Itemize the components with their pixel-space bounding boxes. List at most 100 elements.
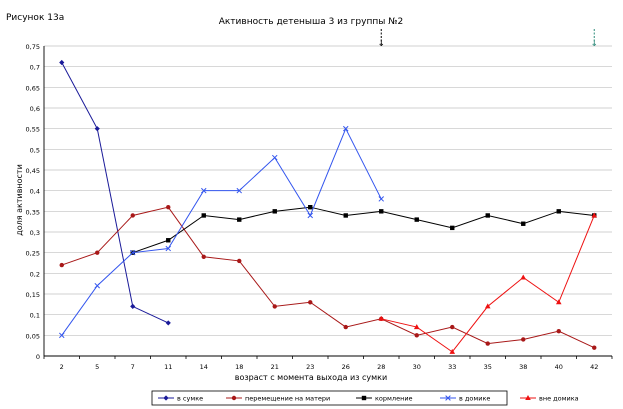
data-point (378, 196, 385, 202)
annotation-arrow-head: ↓ (590, 39, 598, 49)
data-point (201, 254, 206, 259)
data-point (307, 212, 314, 219)
data-point-stroke (58, 332, 65, 339)
data-point (163, 395, 169, 401)
data-point (556, 329, 561, 334)
data-point (592, 345, 597, 350)
y-tick-label: 0,7 (30, 64, 40, 72)
data-point (556, 209, 561, 214)
series-line (381, 215, 595, 353)
legend-label: вне домика (539, 395, 579, 403)
series-кормление (130, 205, 597, 255)
annotation-arrow: ↓ (590, 29, 598, 49)
data-point (413, 324, 420, 330)
legend-item: перемещение на матери (226, 395, 330, 403)
x-tick-label: 23 (306, 363, 314, 371)
annotation-arrow-head: ↓ (377, 39, 385, 49)
data-point (555, 299, 562, 305)
data-point (379, 209, 384, 214)
annotation-arrow: ↓ (377, 29, 385, 49)
x-tick-label: 28 (377, 363, 385, 371)
x-tick-label: 18 (235, 363, 243, 371)
x-tick-label: 26 (342, 363, 350, 371)
legend-item: в домике (440, 395, 490, 403)
y-tick-label: 0,65 (26, 84, 40, 92)
y-tick-label: 0,75 (26, 43, 40, 51)
x-tick-label: 7 (131, 363, 135, 371)
data-point (591, 212, 598, 218)
series-перемещение-на-матери (59, 205, 597, 350)
legend-item: кормление (356, 395, 413, 403)
data-point (231, 395, 237, 401)
data-point (272, 209, 277, 214)
data-point (165, 320, 171, 326)
data-point (449, 348, 456, 354)
x-tick-label: 11 (164, 363, 172, 371)
chart-title: Активность детеныша 3 из группы №2 (219, 17, 404, 27)
data-point (94, 282, 101, 289)
y-tick-label: 0,45 (26, 167, 40, 175)
data-point (130, 303, 136, 309)
legend-label: кормление (375, 395, 413, 403)
data-point (445, 395, 451, 401)
data-point (414, 217, 419, 222)
data-point (485, 213, 490, 218)
data-point-stroke (307, 212, 314, 219)
data-point (308, 300, 313, 305)
data-point (95, 250, 100, 255)
data-point (59, 59, 65, 66)
data-point-stroke (200, 187, 207, 194)
data-point-stroke (129, 249, 136, 256)
data-point (58, 332, 65, 339)
data-point (308, 205, 313, 210)
data-point (342, 125, 349, 132)
data-point (485, 341, 490, 346)
y-tick-label: 0,2 (30, 270, 40, 278)
series-line (61, 127, 382, 336)
x-tick-label: 30 (413, 363, 421, 371)
legend-box (151, 390, 508, 406)
legend-label: в домике (459, 395, 490, 403)
x-tick-label: 21 (271, 363, 279, 371)
gridlines (44, 45, 612, 336)
data-point-stroke (378, 196, 385, 202)
data-point (361, 395, 367, 401)
y-axis-label: доля активности (15, 164, 24, 236)
data-point (94, 126, 100, 132)
data-point-stroke (236, 187, 243, 194)
data-point (236, 187, 243, 194)
annotations: ↓ ↓ (377, 29, 598, 49)
legend-label: в сумке (177, 395, 203, 403)
y-tick-label: 0,15 (26, 291, 40, 299)
x-tick-label: 33 (448, 363, 456, 371)
x-tick-label: 38 (519, 363, 527, 371)
series-line (61, 62, 169, 324)
data-point-stroke (165, 245, 172, 252)
data-point (520, 274, 527, 280)
axes: 0 0,05 0,1 0,15 0,2 0,25 0,3 0,35 0,4 0,45 0,5 0,55… (26, 43, 613, 371)
series-в-сумке (59, 59, 171, 326)
y-tick-label: 0 (36, 353, 40, 361)
data-point (450, 225, 455, 231)
figure-label: Рисунок 13а (6, 13, 64, 23)
x-tick-label: 2 (60, 363, 64, 371)
data-point (237, 258, 242, 264)
x-tick-label: 14 (200, 363, 208, 371)
y-tick-label: 0,1 (30, 312, 40, 320)
data-point (343, 213, 348, 218)
data-point (129, 249, 136, 256)
data-point-stroke (94, 282, 101, 289)
y-tick-label: 0,35 (26, 208, 40, 216)
data-point (200, 187, 207, 194)
data-point-stroke (271, 154, 278, 161)
data-point (450, 324, 455, 330)
data-point (271, 154, 278, 161)
x-tick-label: 35 (484, 363, 492, 371)
x-tick-label: 42 (590, 363, 598, 371)
data-point-stroke (342, 125, 349, 132)
y-tick-label: 0,6 (30, 105, 40, 113)
series-в-домике (58, 125, 385, 339)
data-point (166, 205, 171, 210)
data-point (272, 304, 277, 309)
